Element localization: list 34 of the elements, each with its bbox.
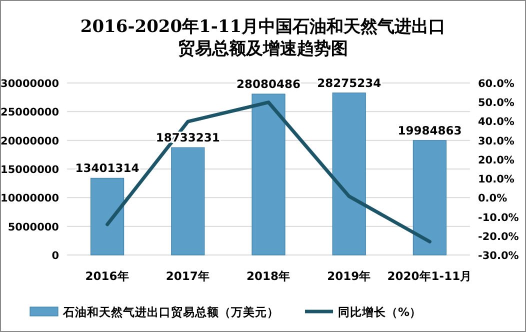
y2-tick-label: -20.0%: [478, 230, 520, 243]
y-tick-label: 25000000: [0, 106, 59, 119]
x-tick-label: 2020年1-11月: [387, 269, 472, 283]
x-tick-label: 2019年: [327, 269, 372, 283]
y2-tick-label: 10.0%: [478, 174, 515, 186]
y2-tick-label: -30.0%: [478, 250, 520, 262]
data-label: 13401314: [75, 161, 140, 176]
bar: [332, 92, 366, 256]
y-tick-label: 15000000: [0, 164, 59, 176]
data-label: 28275234: [317, 76, 382, 90]
legend-label: 同比增长（%）: [338, 305, 422, 319]
y-tick-label: 30000000: [0, 78, 59, 90]
chart-title: 2016-2020年1-11月中国石油和天然气进出口贸易总额及增速趋势图: [80, 17, 446, 59]
legend-label: 石油和天然气进出口贸易总额（万美元）: [62, 305, 279, 319]
y2-tick-label: 40.0%: [478, 116, 515, 128]
x-tick-label: 2017年: [166, 269, 210, 283]
y2-tick-label: 50.0%: [478, 97, 515, 110]
bar: [90, 178, 124, 256]
y2-tick-label: 60.0%: [478, 78, 515, 90]
y2-tick-label: 20.0%: [478, 154, 515, 166]
y-tick-label: 10000000: [0, 192, 59, 205]
data-label: 19984863: [398, 123, 462, 138]
y2-tick-label: 30.0%: [478, 135, 515, 148]
bar: [412, 140, 446, 256]
bar: [171, 147, 205, 256]
y2-tick-label: -10.0%: [478, 212, 520, 224]
y2-tick-label: 0.0%: [478, 192, 508, 205]
y-tick-label: 20000000: [0, 135, 59, 148]
y-tick-label: 5000000: [8, 221, 59, 234]
data-label: 28080486: [236, 77, 301, 92]
y-tick-label: 0: [52, 250, 59, 262]
x-tick-label: 2016年: [85, 269, 130, 283]
bar: [252, 94, 286, 256]
x-tick-label: 2018年: [246, 269, 291, 283]
